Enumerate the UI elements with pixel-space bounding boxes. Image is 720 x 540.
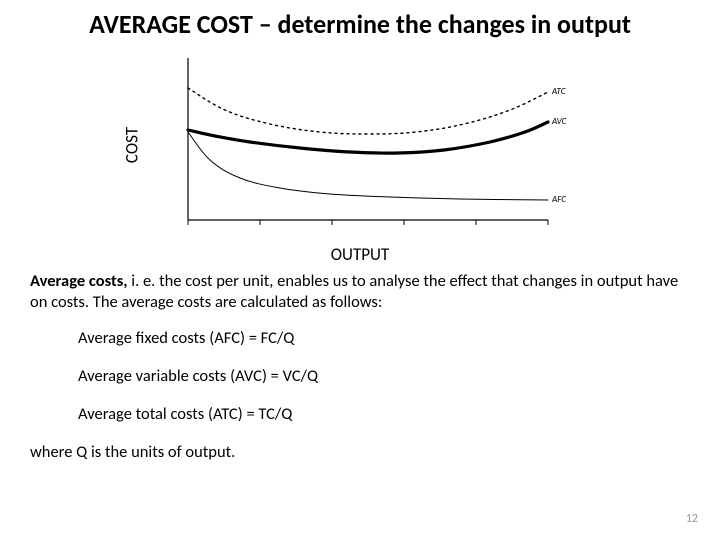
formula-avc: Average variable costs (AVC) = VC/Q [78,366,690,386]
intro-paragraph: Average costs, i. e. the cost per unit, … [30,271,690,312]
cost-chart: COST ATCAVCAFC [140,50,580,240]
svg-text:AVC: AVC [551,116,567,127]
paragraph-rest: i. e. the cost per unit, enables us to a… [30,271,678,312]
formula-afc: Average fixed costs (AFC) = FC/Q [78,328,690,348]
formula-atc: Average total costs (ATC) = TC/Q [78,404,690,424]
footer-text: where Q is the units of output. [30,442,690,462]
x-axis-label: OUTPUT [30,244,690,265]
page-title: AVERAGE COST – determine the changes in … [30,8,690,40]
paragraph-bold: Average costs, [30,271,128,291]
svg-text:AFC: AFC [551,194,566,205]
page-number: 12 [686,512,698,526]
y-axis-label: COST [122,127,143,163]
svg-text:ATC: ATC [551,86,566,97]
chart-svg: ATC AVC AFC [140,50,580,240]
